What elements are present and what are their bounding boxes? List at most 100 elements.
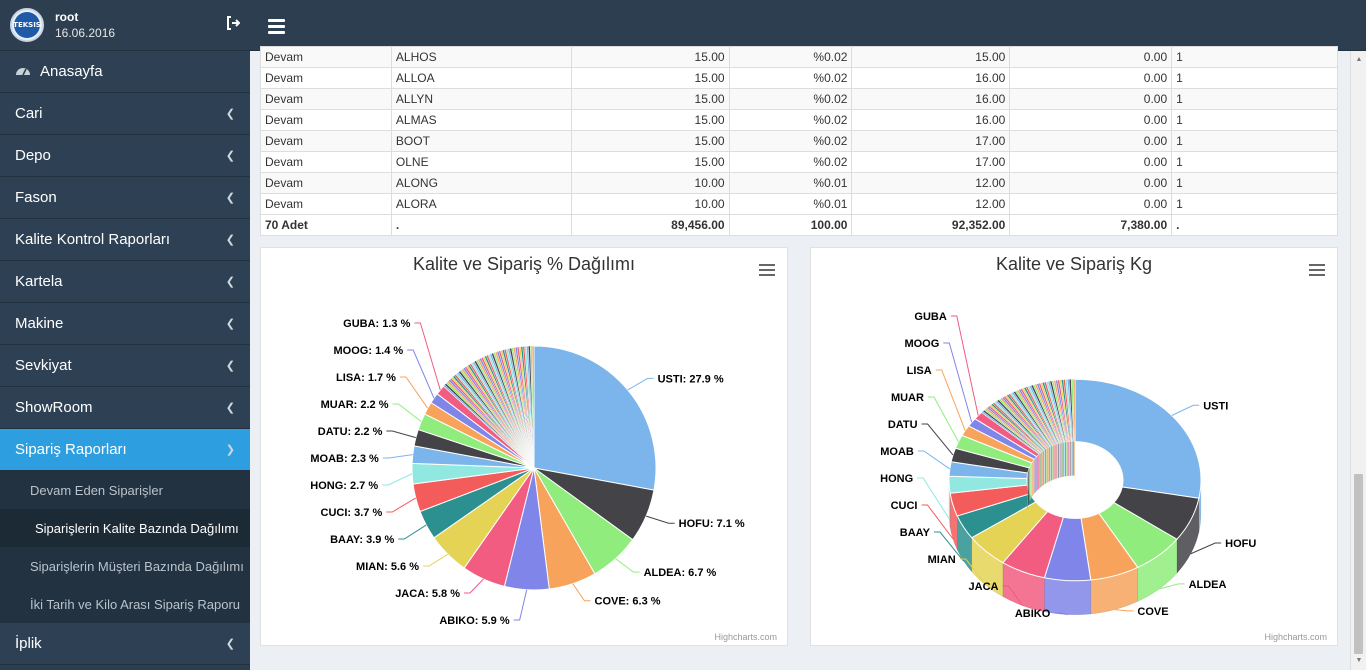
data-label: GUBA: 1.3 % — [343, 318, 410, 330]
slice-inner-wall — [1062, 442, 1064, 477]
table-cell: 10.00 — [570, 193, 730, 215]
sidebar-item-sevkiyat[interactable]: Sevkiyat ❮ — [0, 345, 250, 387]
chevron-left-icon: ❮ — [225, 318, 235, 330]
sidebar-item-depo[interactable]: Depo ❮ — [0, 135, 250, 177]
slice-inner-wall — [1052, 445, 1053, 481]
table-cell: 0.00 — [1009, 172, 1173, 194]
data-label: ALDEA — [1189, 579, 1227, 591]
sidebar-item-kartela[interactable]: Kartela ❮ — [0, 261, 250, 303]
slice-inner-wall — [1048, 447, 1049, 483]
chevron-left-icon: ❮ — [225, 108, 235, 120]
slice-inner-wall — [1069, 441, 1070, 476]
slice-inner-wall — [1042, 451, 1044, 486]
sidebar-item-label: Sipariş Raporları — [15, 441, 127, 458]
chevron-left-icon: ❮ — [225, 192, 235, 204]
data-label: HONG: 2.7 % — [310, 480, 378, 492]
data-label: JACA: 5.8 % — [395, 588, 460, 600]
table-row: Devam ALLOA 15.00 %0.02 16.00 0.00 1 — [260, 67, 1338, 89]
table-cell: 16.00 — [851, 109, 1011, 131]
data-label: MOAB: 2.3 % — [310, 453, 379, 465]
chevron-left-icon: ❮ — [225, 638, 235, 650]
user-name: root — [55, 10, 79, 24]
data-label: COVE: 6.3 % — [595, 596, 661, 608]
connector-line — [398, 524, 427, 540]
slice-inner-wall — [1055, 444, 1057, 479]
data-label: HONG — [880, 473, 913, 485]
table-cell: Devam — [260, 130, 392, 152]
sidebar-item-label: Kalite Kontrol Raporları — [15, 231, 171, 248]
sidebar-item-makine[interactable]: Makine ❮ — [0, 303, 250, 345]
sidebar-item-label: Anasayfa — [40, 63, 103, 80]
slice-inner-wall — [1054, 444, 1056, 480]
scroll-up-icon[interactable]: ▲ — [1355, 56, 1363, 63]
chart-context-menu-icon[interactable] — [1309, 264, 1325, 279]
logout-icon[interactable] — [226, 16, 241, 34]
slice-inner-wall — [1073, 441, 1075, 476]
data-label: HOFU — [1225, 538, 1256, 550]
slice-inner-wall — [1067, 441, 1069, 477]
table-row: Devam ALLYN 15.00 %0.02 16.00 0.00 1 — [260, 88, 1338, 110]
table-cell: %0.02 — [728, 46, 853, 68]
table-cell: Devam — [260, 193, 392, 215]
table-cell: 12.00 — [851, 193, 1011, 215]
sidebar-item-iplik[interactable]: İplik ❮ — [0, 623, 250, 665]
hamburger-icon[interactable] — [268, 19, 285, 37]
slice-inner-wall — [1044, 449, 1046, 485]
connector-line — [414, 322, 441, 391]
sidebar-item-label: Depo — [15, 147, 51, 164]
chart-credits[interactable]: Highcharts.com — [1264, 632, 1327, 642]
table-cell: 70 Adet — [260, 214, 392, 236]
table-cell: ALHOS — [390, 46, 572, 68]
connector-line — [921, 504, 954, 540]
slice-inner-wall — [1054, 445, 1055, 480]
slice-inner-wall — [1053, 445, 1055, 480]
chevron-left-icon: ❮ — [225, 276, 235, 288]
table-cell: 15.00 — [570, 67, 730, 89]
table-cell: 1 — [1171, 46, 1338, 68]
sidebar-item-fason[interactable]: Fason ❮ — [0, 177, 250, 219]
submenu-item-devam-eden[interactable]: Devam Eden Siparişler — [30, 482, 163, 498]
submenu-item-kalite-bazinda[interactable]: Siparişlerin Kalite Bazında Dağılımı — [0, 509, 250, 547]
chart-context-menu-icon[interactable] — [759, 264, 775, 279]
sidebar-item-showroom[interactable]: ShowRoom ❮ — [0, 387, 250, 429]
pie-chart-svg: USTI: 27.9 % HOFU: 7.1 % ALDEA: 6.7 % COVE:… — [310, 318, 745, 627]
table-cell: 15.00 — [570, 130, 730, 152]
sidebar-item-kalite-kontrol[interactable]: Kalite Kontrol Raporları ❮ — [0, 219, 250, 261]
submenu-item-musteri-bazinda[interactable]: Siparişlerin Müşteri Bazında Dağılımı — [30, 558, 244, 574]
main-content: Devam ALHOS 15.00 %0.02 15.00 0.00 1 Devam ALLOA… — [250, 46, 1350, 670]
slice-inner-wall — [1045, 449, 1046, 484]
page-scrollbar[interactable]: ▲ ▼ — [1350, 51, 1366, 670]
connector-line — [933, 531, 965, 562]
connector-line — [1002, 585, 1024, 607]
data-label: MIAN — [928, 554, 956, 566]
data-label: LISA: 1.7 % — [336, 372, 396, 384]
slice-inner-wall — [1069, 441, 1071, 476]
report-table: Devam ALHOS 15.00 %0.02 15.00 0.00 1 Devam ALLOA… — [260, 46, 1338, 236]
data-label: MUAR: 2.2 % — [321, 399, 389, 411]
connector-line — [1171, 404, 1200, 416]
sidebar-item-cari[interactable]: Cari ❮ — [0, 93, 250, 135]
chart-credits[interactable]: Highcharts.com — [714, 632, 777, 642]
chevron-left-icon: ❮ — [225, 402, 235, 414]
pie-slice-usti[interactable] — [1074, 378, 1202, 499]
pie-slice-usti[interactable] — [533, 345, 657, 491]
slice-inner-wall — [1056, 444, 1057, 479]
slice-inner-wall — [1058, 443, 1059, 479]
connector-line — [399, 376, 429, 409]
sidebar-item-label: Sevkiyat — [15, 357, 72, 374]
table-cell: 0.00 — [1009, 193, 1173, 215]
scroll-down-icon[interactable]: ▼ — [1355, 657, 1363, 664]
submenu-item-iki-tarih[interactable]: İki Tarih ve Kilo Arası Sipariş Raporu — [30, 596, 241, 612]
chevron-left-icon: ❮ — [225, 360, 235, 372]
dashboard-icon — [15, 64, 31, 79]
data-label: CUCI — [891, 500, 918, 512]
sidebar-item-home[interactable]: Anasayfa — [0, 51, 250, 93]
sidebar-item-siparis-raporlari[interactable]: Sipariş Raporları ❯ — [0, 429, 250, 471]
data-label: BAAY: 3.9 % — [330, 534, 394, 546]
scrollbar-thumb[interactable] — [1354, 474, 1363, 654]
table-cell: 15.00 — [851, 46, 1011, 68]
slice-inner-wall — [1074, 441, 1075, 476]
company-logo: TEKSIS — [13, 12, 41, 38]
table-cell: ALLOA — [390, 67, 572, 89]
pie-slice-minor[interactable] — [531, 345, 535, 469]
